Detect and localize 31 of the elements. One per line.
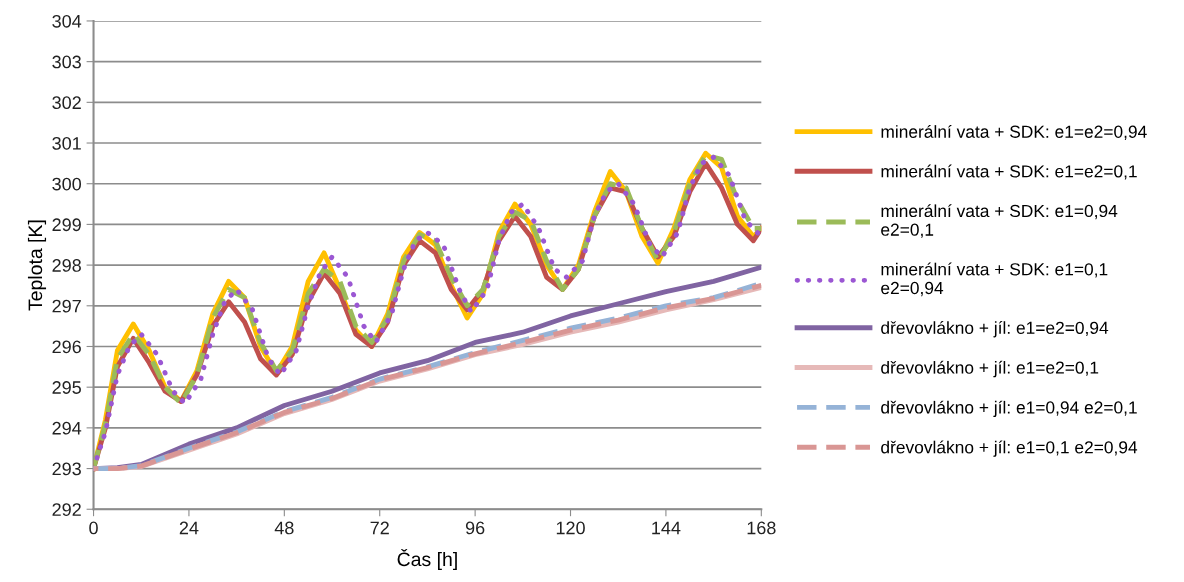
legend-label: minerální vata + SDK: e1=0,94 e2=0,1 [881,204,1118,238]
y-tick-label: 302 [52,96,81,110]
y-tick-label: 292 [52,503,81,516]
legend-label: dřevovlákno + jíl: e1=e2=0,94 [881,321,1109,338]
x-tick-label: 72 [370,521,389,535]
y-tick-label: 294 [52,421,82,435]
x-tick-label: 144 [652,521,681,535]
y-tick-label: 303 [52,55,81,69]
legend-label: minerální vata + SDK: e1=e2=0,94 [881,124,1147,140]
legend-label: minerální vata + SDK: e1=e2=0,1 [881,164,1137,180]
legend-label: dřevovlákno + jíl: e1=e2=0,1 [881,360,1099,378]
x-tick-label: 48 [274,521,294,535]
x-axis-title: Čas [h] [397,549,457,571]
y-tick-label: 301 [52,136,81,150]
legend-label: dřevovlákno + jíl: e1=0,94 e2=0,1 [881,400,1137,418]
y-tick-label: 300 [52,177,82,191]
y-tick-label: 295 [52,381,81,394]
legend-label: minerální vata + SDK: e1=0,1 e2=0,94 [881,262,1108,297]
legend-label: dřevovlákno + jíl: e1=0,1 e2=0,94 [881,440,1138,457]
x-tick-label: 0 [89,521,98,535]
x-tick-label: 96 [465,521,485,535]
y-tick-label: 297 [52,299,81,313]
x-tick-label: 24 [179,521,199,535]
y-tick-label: 293 [52,462,81,476]
x-tick-label: 120 [556,521,585,535]
y-tick-label: 299 [52,218,81,232]
x-tick-label: 168 [747,521,776,535]
y-tick-label: 296 [52,340,81,354]
y-tick-label: 304 [52,14,82,28]
y-axis-title: Teplota [K] [27,220,47,311]
y-tick-label: 298 [52,259,81,272]
